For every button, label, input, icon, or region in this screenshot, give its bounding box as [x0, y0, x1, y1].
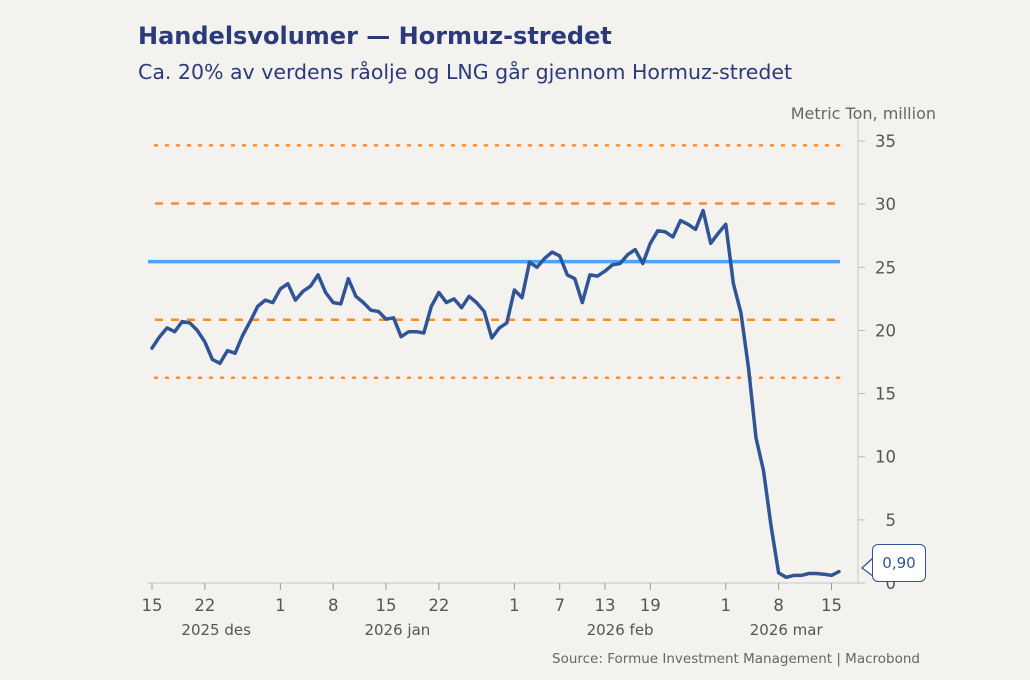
y-tick-label: 15	[875, 385, 896, 404]
x-tick-label: 19	[640, 596, 661, 615]
y-tick-label: 0	[886, 574, 897, 593]
y-tick-label: 20	[875, 321, 896, 340]
last-value-callout: 0,90	[872, 544, 926, 582]
y-tick-label: 30	[875, 195, 896, 214]
y-tick-label: 35	[875, 132, 896, 151]
x-tick-label: 7	[554, 596, 565, 615]
chart-subtitle: Ca. 20% av verdens råolje og LNG går gje…	[138, 60, 793, 84]
x-month-label: 2026 jan	[364, 621, 430, 639]
y-tick-label: 25	[875, 258, 896, 277]
x-tick-label: 22	[194, 596, 215, 615]
callout-pointer	[860, 557, 874, 577]
x-tick-label: 22	[428, 596, 449, 615]
x-tick-label: 15	[376, 596, 397, 615]
source-note: Source: Formue Investment Management | M…	[552, 651, 920, 667]
x-tick-label: 1	[509, 596, 520, 615]
x-month-label: 2026 feb	[587, 621, 654, 639]
y-tick-label: 5	[886, 511, 897, 530]
y-axis-label: Metric Ton, million	[790, 104, 936, 123]
x-tick-label: 13	[595, 596, 616, 615]
series-line	[150, 208, 841, 580]
y-tick-label: 10	[875, 448, 896, 467]
x-tick-label: 8	[328, 596, 339, 615]
x-month-label: 2026 mar	[750, 621, 824, 639]
x-tick-label: 15	[142, 596, 163, 615]
x-tick-label: 15	[821, 596, 842, 615]
x-tick-label: 1	[275, 596, 286, 615]
x-tick-label: 1	[721, 596, 732, 615]
chart-title: Handelsvolumer — Hormuz-stredet	[138, 22, 612, 50]
x-month-label: 2025 des	[181, 621, 251, 639]
x-tick-label: 8	[773, 596, 784, 615]
